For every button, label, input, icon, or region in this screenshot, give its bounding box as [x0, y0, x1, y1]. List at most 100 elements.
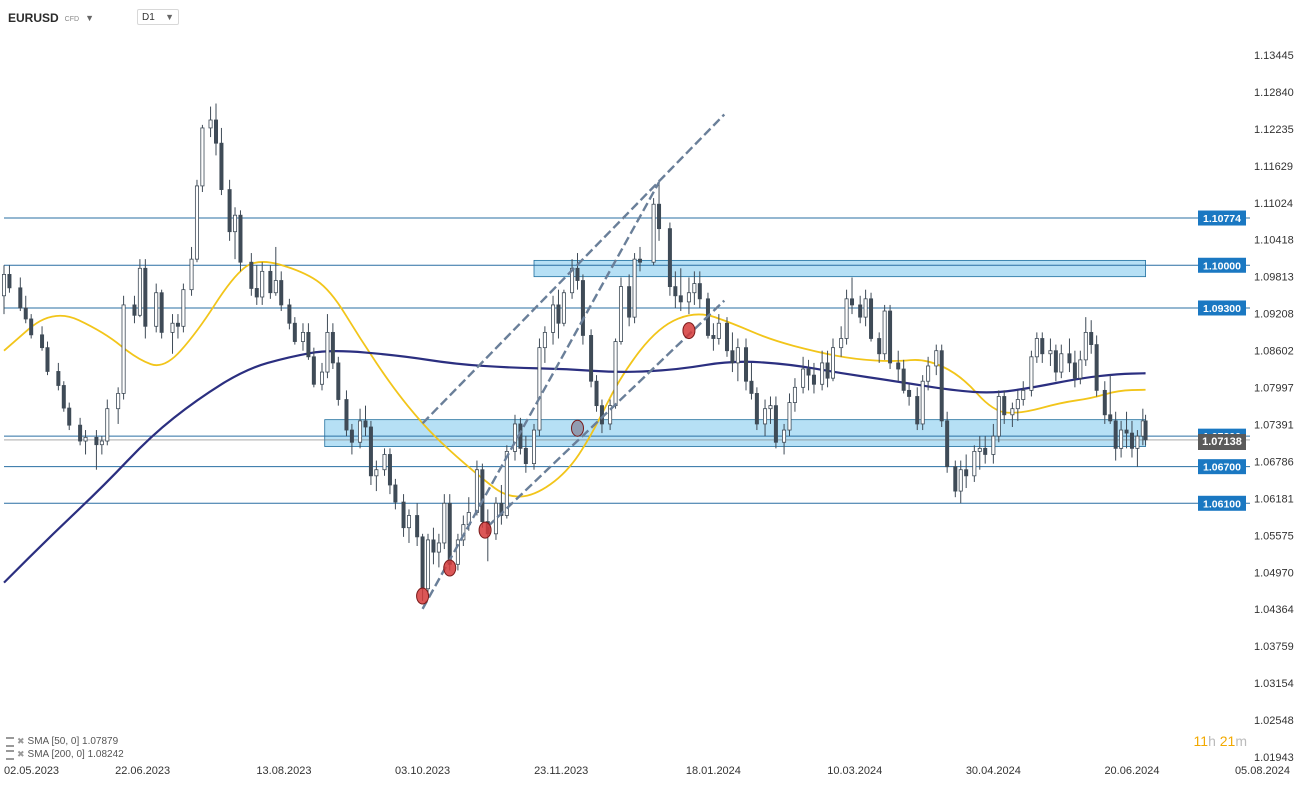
candle-body — [673, 286, 678, 297]
current-price-label: 1.07138 — [1198, 434, 1246, 450]
candle-body — [1029, 356, 1034, 391]
candle-body — [638, 258, 643, 263]
candle-body — [926, 365, 931, 382]
zone-rect — [324, 419, 1146, 447]
timeframe-dropdown[interactable]: D1 ▼ — [137, 9, 179, 25]
candle-body — [387, 454, 392, 486]
candle-body — [996, 396, 1001, 437]
candle-body — [1129, 432, 1134, 449]
candle-body — [455, 539, 460, 565]
candle-body — [888, 310, 893, 364]
candle-body — [208, 119, 213, 129]
candle-body — [181, 289, 186, 327]
candle-body — [1102, 389, 1107, 416]
candle-body — [801, 368, 806, 388]
candle-body — [901, 368, 906, 391]
candle-body — [29, 318, 34, 336]
indicator-settings-icon[interactable] — [6, 736, 14, 747]
y-tick-label: 1.07997 — [1254, 383, 1294, 395]
candle-body — [480, 469, 485, 522]
candle-body — [56, 371, 61, 386]
candle-body — [773, 405, 778, 443]
y-tick-label: 1.04970 — [1254, 567, 1294, 579]
candle-body — [233, 214, 238, 233]
indicator-settings-icon[interactable] — [6, 749, 14, 760]
close-icon[interactable]: ✖ — [17, 736, 25, 746]
candle-body — [40, 334, 45, 349]
candle-body — [787, 402, 792, 431]
candle-body — [401, 501, 406, 529]
candle-body — [915, 396, 920, 425]
candle-body — [869, 298, 874, 339]
x-tick-label: 03.10.2023 — [395, 765, 450, 777]
candle-body — [426, 539, 431, 590]
candle-body — [830, 347, 835, 379]
sma200-line — [3, 350, 1146, 584]
instrument-type-label: CFD — [64, 16, 80, 23]
candle-body — [882, 310, 887, 355]
close-icon[interactable]: ✖ — [17, 749, 25, 759]
symbol-label[interactable]: EURUSD — [8, 11, 59, 25]
candle-body — [542, 331, 547, 349]
candle-body — [368, 426, 373, 477]
candle-body — [850, 298, 855, 306]
candle-body — [154, 292, 159, 327]
instrument-selector[interactable]: EURUSD CFD ▼ — [8, 9, 94, 27]
y-tick-label: 1.10418 — [1254, 235, 1294, 247]
candle-body — [735, 347, 740, 364]
candle-body — [94, 436, 99, 446]
candle-body — [570, 267, 575, 294]
candle-body — [420, 536, 425, 590]
sma50-line — [3, 261, 1146, 498]
level-label-bg — [1198, 210, 1246, 226]
y-tick-label: 1.01943 — [1254, 752, 1294, 764]
candle-body — [580, 280, 585, 336]
timeframe-label: D1 — [142, 11, 155, 23]
candle-body — [920, 380, 925, 425]
legend-item-sma200[interactable]: ✖ SMA [200, 0] 1.08242 — [6, 749, 124, 760]
candle-body — [415, 515, 420, 538]
candle-body — [504, 451, 509, 516]
candle-body — [532, 429, 537, 465]
level-label: 1.10000 — [1203, 260, 1241, 272]
candle-body — [1135, 435, 1140, 449]
trendline — [486, 299, 726, 528]
candle-countdown: 11h 21m — [1194, 733, 1247, 749]
y-tick-label: 1.04364 — [1254, 604, 1294, 616]
zone-rect — [533, 259, 1146, 278]
candle-body — [175, 322, 180, 327]
candle-body — [896, 362, 901, 370]
candle-body — [1048, 350, 1053, 355]
candle-body — [551, 304, 556, 333]
candle-body — [219, 142, 224, 190]
candle-body — [934, 350, 939, 367]
chevron-down-icon[interactable]: ▼ — [85, 13, 94, 23]
candle-body — [45, 347, 50, 372]
candle-body — [594, 380, 599, 407]
candle-body — [121, 304, 126, 394]
candle-body — [561, 292, 566, 324]
legend-label: SMA [50, 0] 1.07879 — [27, 736, 119, 747]
legend-label: SMA [200, 0] 1.08242 — [27, 749, 124, 760]
candle-body — [132, 304, 137, 316]
candle-body — [697, 283, 702, 300]
level-label: 1.10774 — [1203, 213, 1241, 225]
candle-body — [83, 436, 88, 442]
legend-item-sma50[interactable]: ✖ SMA [50, 0] 1.07879 — [6, 736, 118, 747]
y-tick-label: 1.13445 — [1254, 50, 1294, 62]
candle-body — [442, 502, 447, 544]
candle-body — [991, 435, 996, 455]
candle-body — [330, 331, 335, 364]
candle-body — [78, 424, 83, 442]
candle-body — [23, 307, 28, 320]
candle-body — [724, 322, 729, 352]
candle-body — [1053, 350, 1058, 373]
candle-body — [300, 331, 305, 342]
candle-body — [137, 267, 142, 316]
level-label: 1.06100 — [1203, 498, 1241, 510]
candle-body — [349, 429, 354, 443]
candle-body — [1113, 420, 1118, 449]
candle-body — [194, 185, 199, 260]
candle-body — [744, 347, 749, 382]
